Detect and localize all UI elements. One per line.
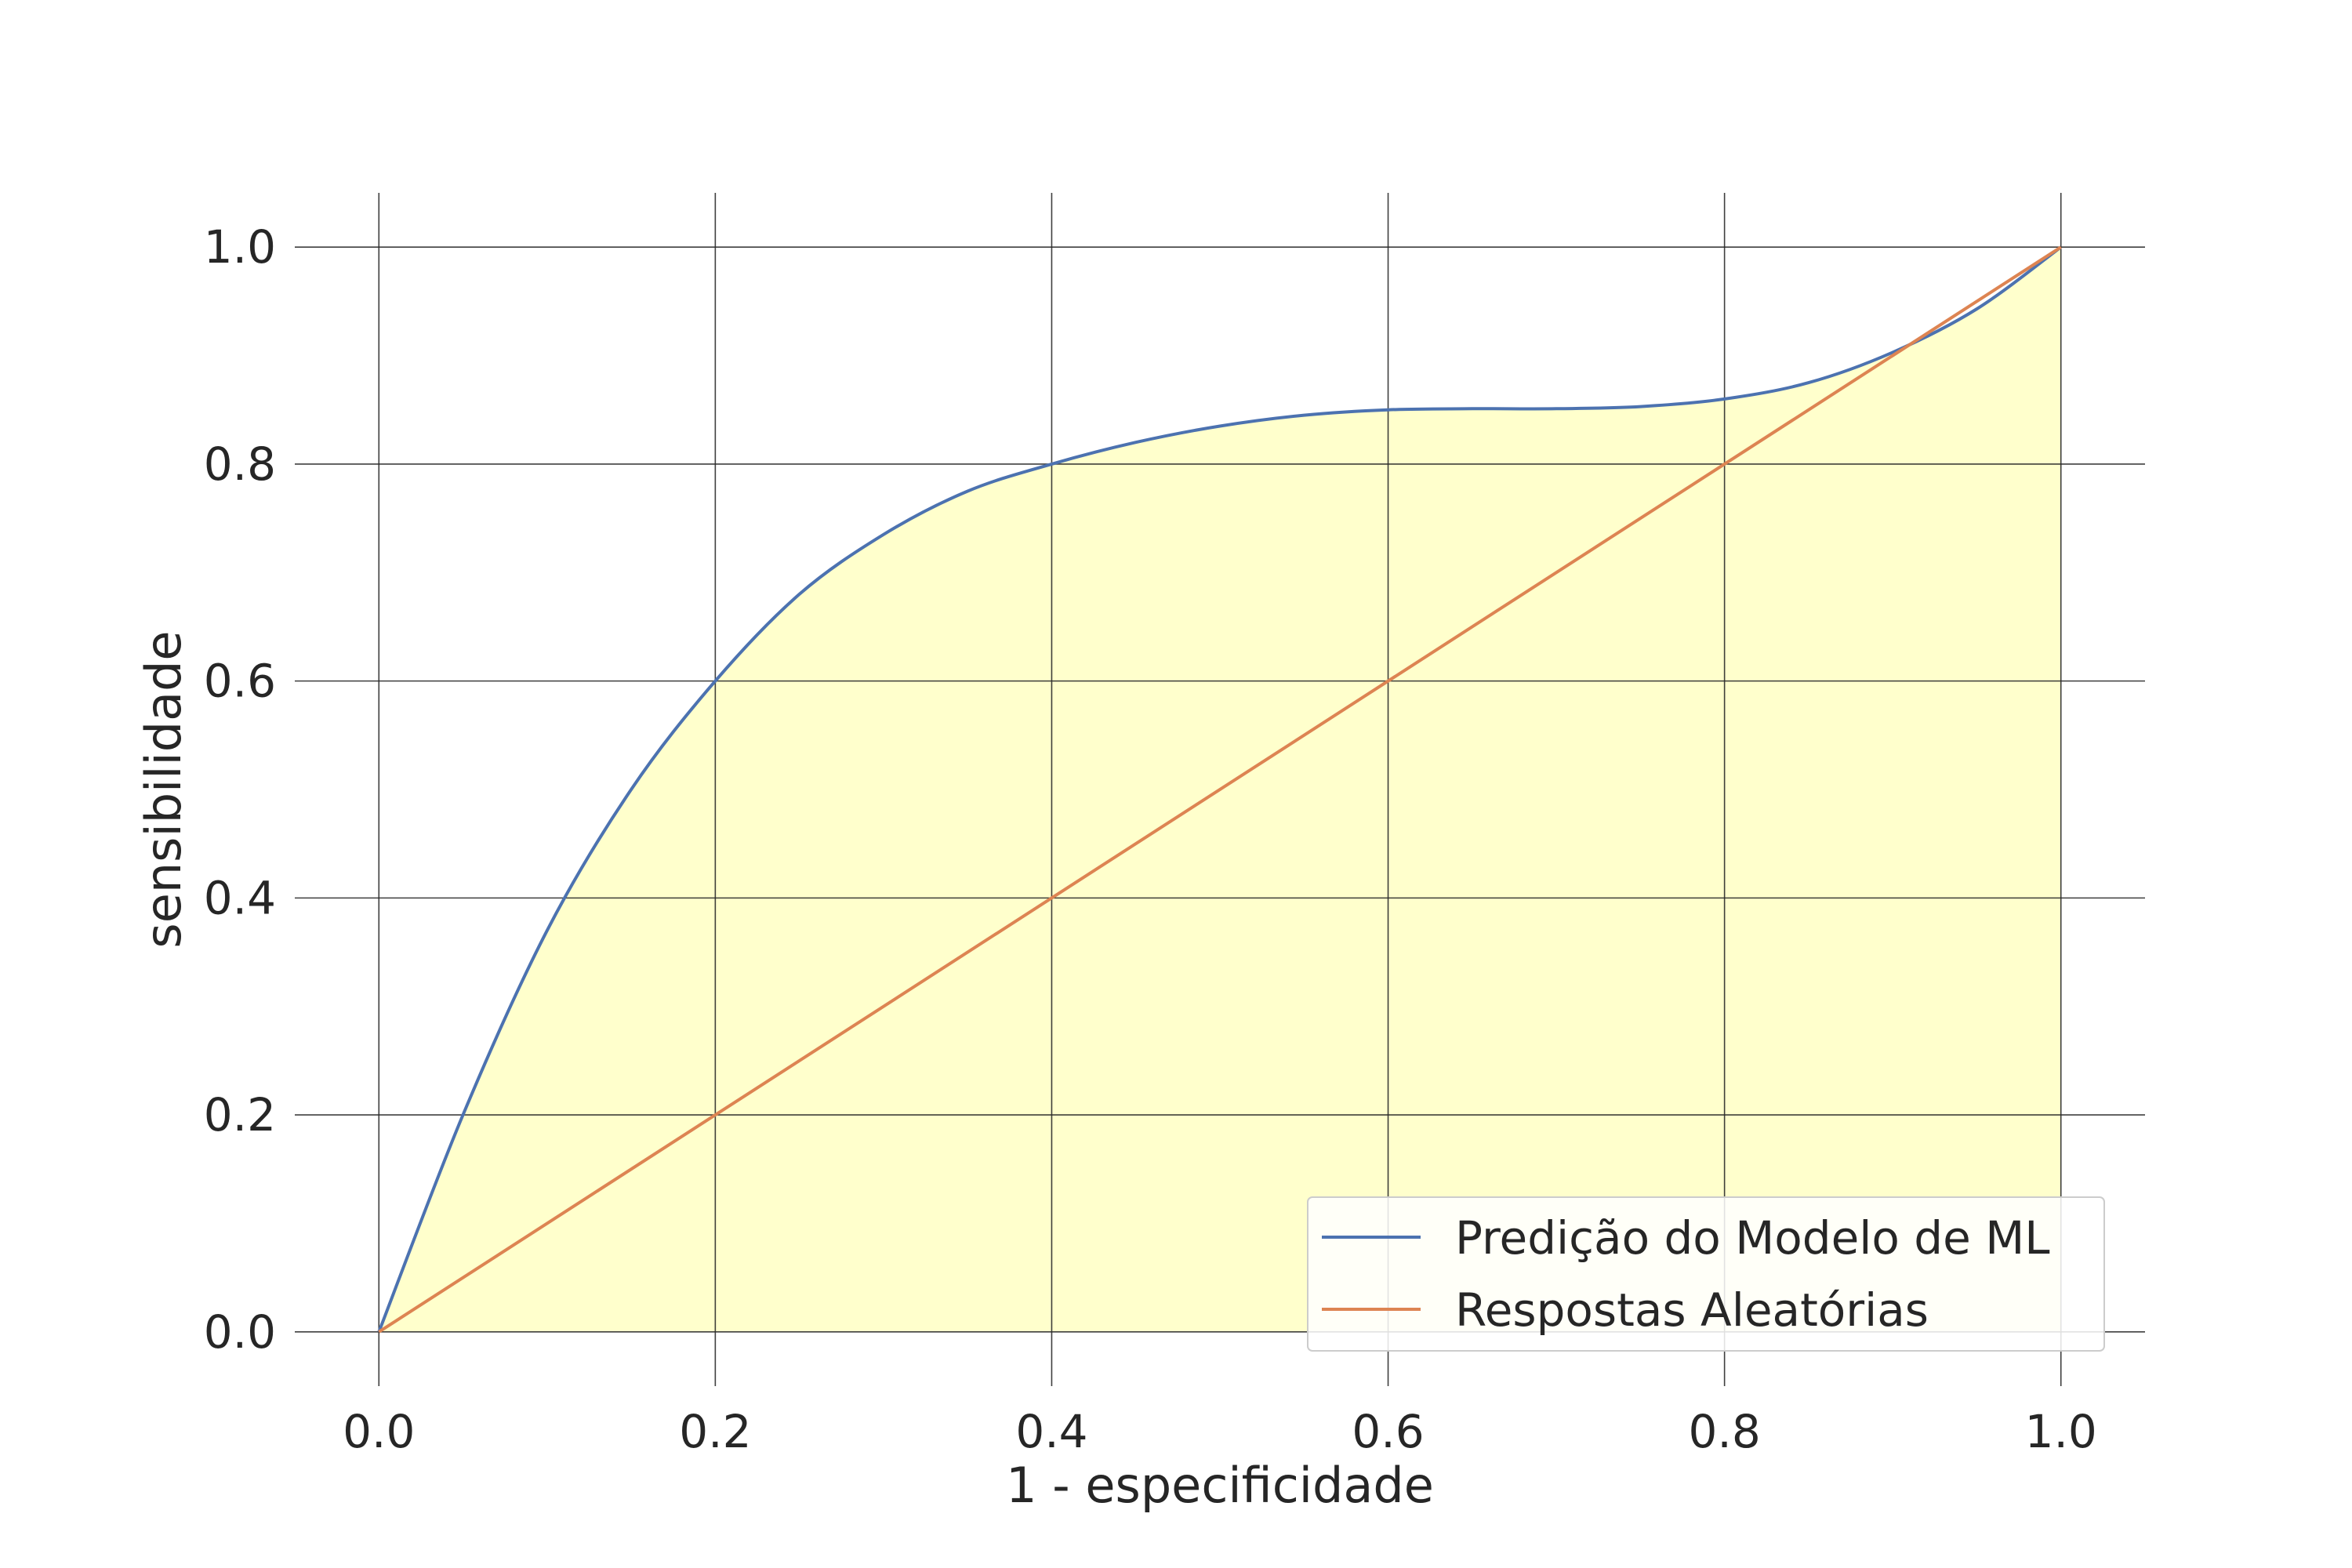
x-tick-label: 0.6: [1352, 1405, 1424, 1458]
x-tick-label: 0.2: [679, 1405, 751, 1458]
legend-label-model: Predição do Modelo de ML: [1455, 1211, 2050, 1265]
y-tick-label: 0.0: [204, 1305, 276, 1359]
tick-labels: 0.0 0.2 0.4 0.6 0.8 1.0 0.0 0.2 0.4 0.6 0.8 1.0: [204, 220, 2097, 1458]
series-line-random: [378, 245, 2062, 1334]
y-tick-label: 0.6: [204, 655, 276, 708]
y-tick-label: 1.0: [204, 220, 276, 274]
legend-label-random: Respostas Aleatórias: [1455, 1283, 1929, 1337]
y-tick-label: 0.8: [204, 437, 276, 491]
x-tick-label: 0.4: [1015, 1405, 1087, 1458]
y-tick-label: 0.2: [204, 1088, 276, 1142]
legend: Predição do Modelo de ML Respostas Aleat…: [1307, 1196, 2105, 1352]
y-tick-label: 0.4: [204, 871, 276, 924]
y-axis-title: sensibilidade: [135, 630, 192, 948]
gridlines: [295, 193, 2145, 1386]
series-lines: [377, 245, 2062, 1334]
x-tick-label: 0.0: [343, 1405, 415, 1458]
x-axis-title: 1 - especificidade: [1006, 1457, 1434, 1514]
x-tick-label: 1.0: [2025, 1405, 2097, 1458]
legend-frame: [1307, 1196, 2105, 1352]
series-line-model: [377, 245, 2062, 1333]
x-tick-label: 0.8: [1689, 1405, 1761, 1458]
